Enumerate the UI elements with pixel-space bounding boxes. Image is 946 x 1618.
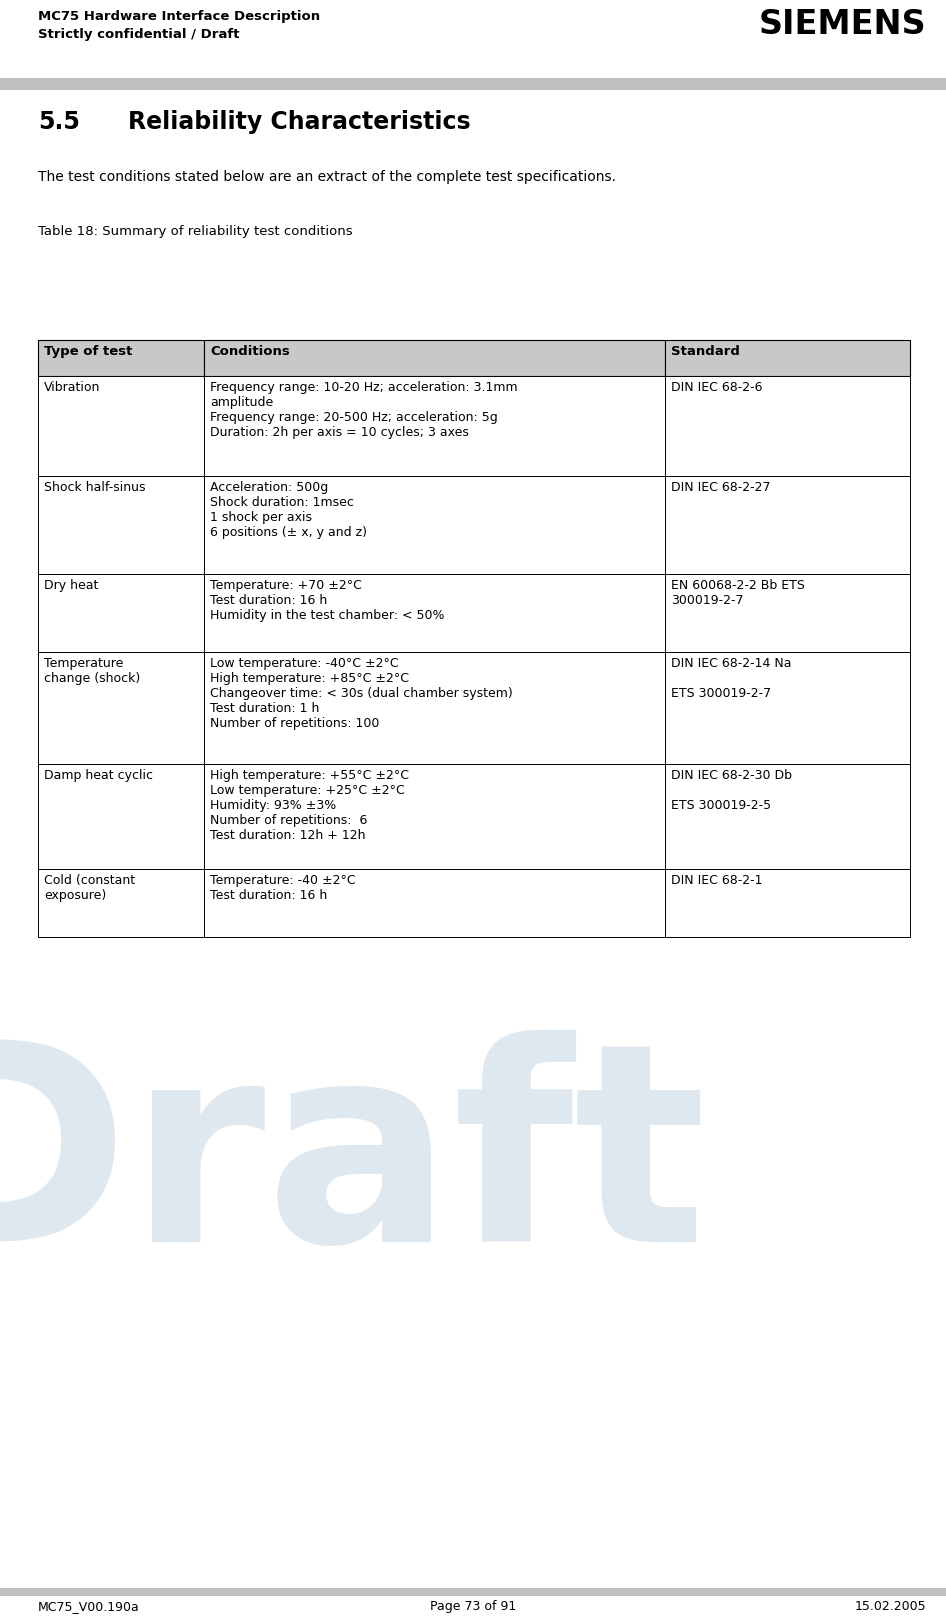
Bar: [38, 476, 204, 574]
Bar: [204, 764, 665, 869]
Text: DIN IEC 68-2-14 Na

ETS 300019-2-7: DIN IEC 68-2-14 Na ETS 300019-2-7: [671, 657, 792, 701]
Text: Standard: Standard: [671, 345, 740, 358]
Text: Draft: Draft: [0, 1031, 707, 1299]
Bar: [665, 574, 910, 652]
Text: MC75_V00.190a: MC75_V00.190a: [38, 1600, 140, 1613]
Text: Reliability Characteristics: Reliability Characteristics: [128, 110, 470, 134]
Text: 15.02.2005: 15.02.2005: [854, 1600, 926, 1613]
Bar: [204, 375, 665, 476]
Text: DIN IEC 68-2-30 Db

ETS 300019-2-5: DIN IEC 68-2-30 Db ETS 300019-2-5: [671, 769, 792, 812]
Text: Dry heat: Dry heat: [44, 579, 98, 592]
Bar: [204, 340, 665, 375]
Bar: [665, 476, 910, 574]
Text: DIN IEC 68-2-1: DIN IEC 68-2-1: [671, 874, 762, 887]
Bar: [665, 375, 910, 476]
Text: Cold (constant
exposure): Cold (constant exposure): [44, 874, 135, 901]
Text: Temperature: +70 ±2°C
Test duration: 16 h
Humidity in the test chamber: < 50%: Temperature: +70 ±2°C Test duration: 16 …: [210, 579, 445, 621]
Text: Damp heat cyclic: Damp heat cyclic: [44, 769, 153, 781]
Bar: [665, 764, 910, 869]
Bar: [665, 869, 910, 937]
Bar: [0, 78, 946, 91]
Text: Vibration: Vibration: [44, 380, 100, 395]
Text: SIEMENS: SIEMENS: [759, 8, 926, 40]
Text: Low temperature: -40°C ±2°C
High temperature: +85°C ±2°C
Changeover time: < 30s : Low temperature: -40°C ±2°C High tempera…: [210, 657, 513, 730]
Text: Temperature
change (shock): Temperature change (shock): [44, 657, 140, 684]
Text: Table 18: Summary of reliability test conditions: Table 18: Summary of reliability test co…: [38, 225, 353, 238]
Text: The test conditions stated below are an extract of the complete test specificati: The test conditions stated below are an …: [38, 170, 616, 184]
Bar: [204, 652, 665, 764]
Bar: [38, 652, 204, 764]
Text: 5.5: 5.5: [38, 110, 79, 134]
Text: EN 60068-2-2 Bb ETS
300019-2-7: EN 60068-2-2 Bb ETS 300019-2-7: [671, 579, 805, 607]
Text: Page 73 of 91: Page 73 of 91: [429, 1600, 517, 1613]
Bar: [38, 764, 204, 869]
Bar: [38, 869, 204, 937]
Bar: [38, 375, 204, 476]
Bar: [38, 574, 204, 652]
Text: Acceleration: 500g
Shock duration: 1msec
1 shock per axis
6 positions (± x, y an: Acceleration: 500g Shock duration: 1msec…: [210, 481, 367, 539]
Bar: [38, 340, 204, 375]
Text: Temperature: -40 ±2°C
Test duration: 16 h: Temperature: -40 ±2°C Test duration: 16 …: [210, 874, 356, 901]
Bar: [204, 869, 665, 937]
Text: DIN IEC 68-2-6: DIN IEC 68-2-6: [671, 380, 762, 395]
Text: Conditions: Conditions: [210, 345, 289, 358]
Text: MC75 Hardware Interface Description: MC75 Hardware Interface Description: [38, 10, 320, 23]
Bar: [0, 1587, 946, 1595]
Text: DIN IEC 68-2-27: DIN IEC 68-2-27: [671, 481, 770, 493]
Bar: [665, 652, 910, 764]
Text: Type of test: Type of test: [44, 345, 132, 358]
Bar: [665, 340, 910, 375]
Text: Shock half-sinus: Shock half-sinus: [44, 481, 146, 493]
Text: Strictly confidential / Draft: Strictly confidential / Draft: [38, 28, 239, 40]
Bar: [204, 476, 665, 574]
Text: Frequency range: 10-20 Hz; acceleration: 3.1mm
amplitude
Frequency range: 20-500: Frequency range: 10-20 Hz; acceleration:…: [210, 380, 517, 438]
Text: High temperature: +55°C ±2°C
Low temperature: +25°C ±2°C
Humidity: 93% ±3%
Numbe: High temperature: +55°C ±2°C Low tempera…: [210, 769, 409, 841]
Bar: [204, 574, 665, 652]
